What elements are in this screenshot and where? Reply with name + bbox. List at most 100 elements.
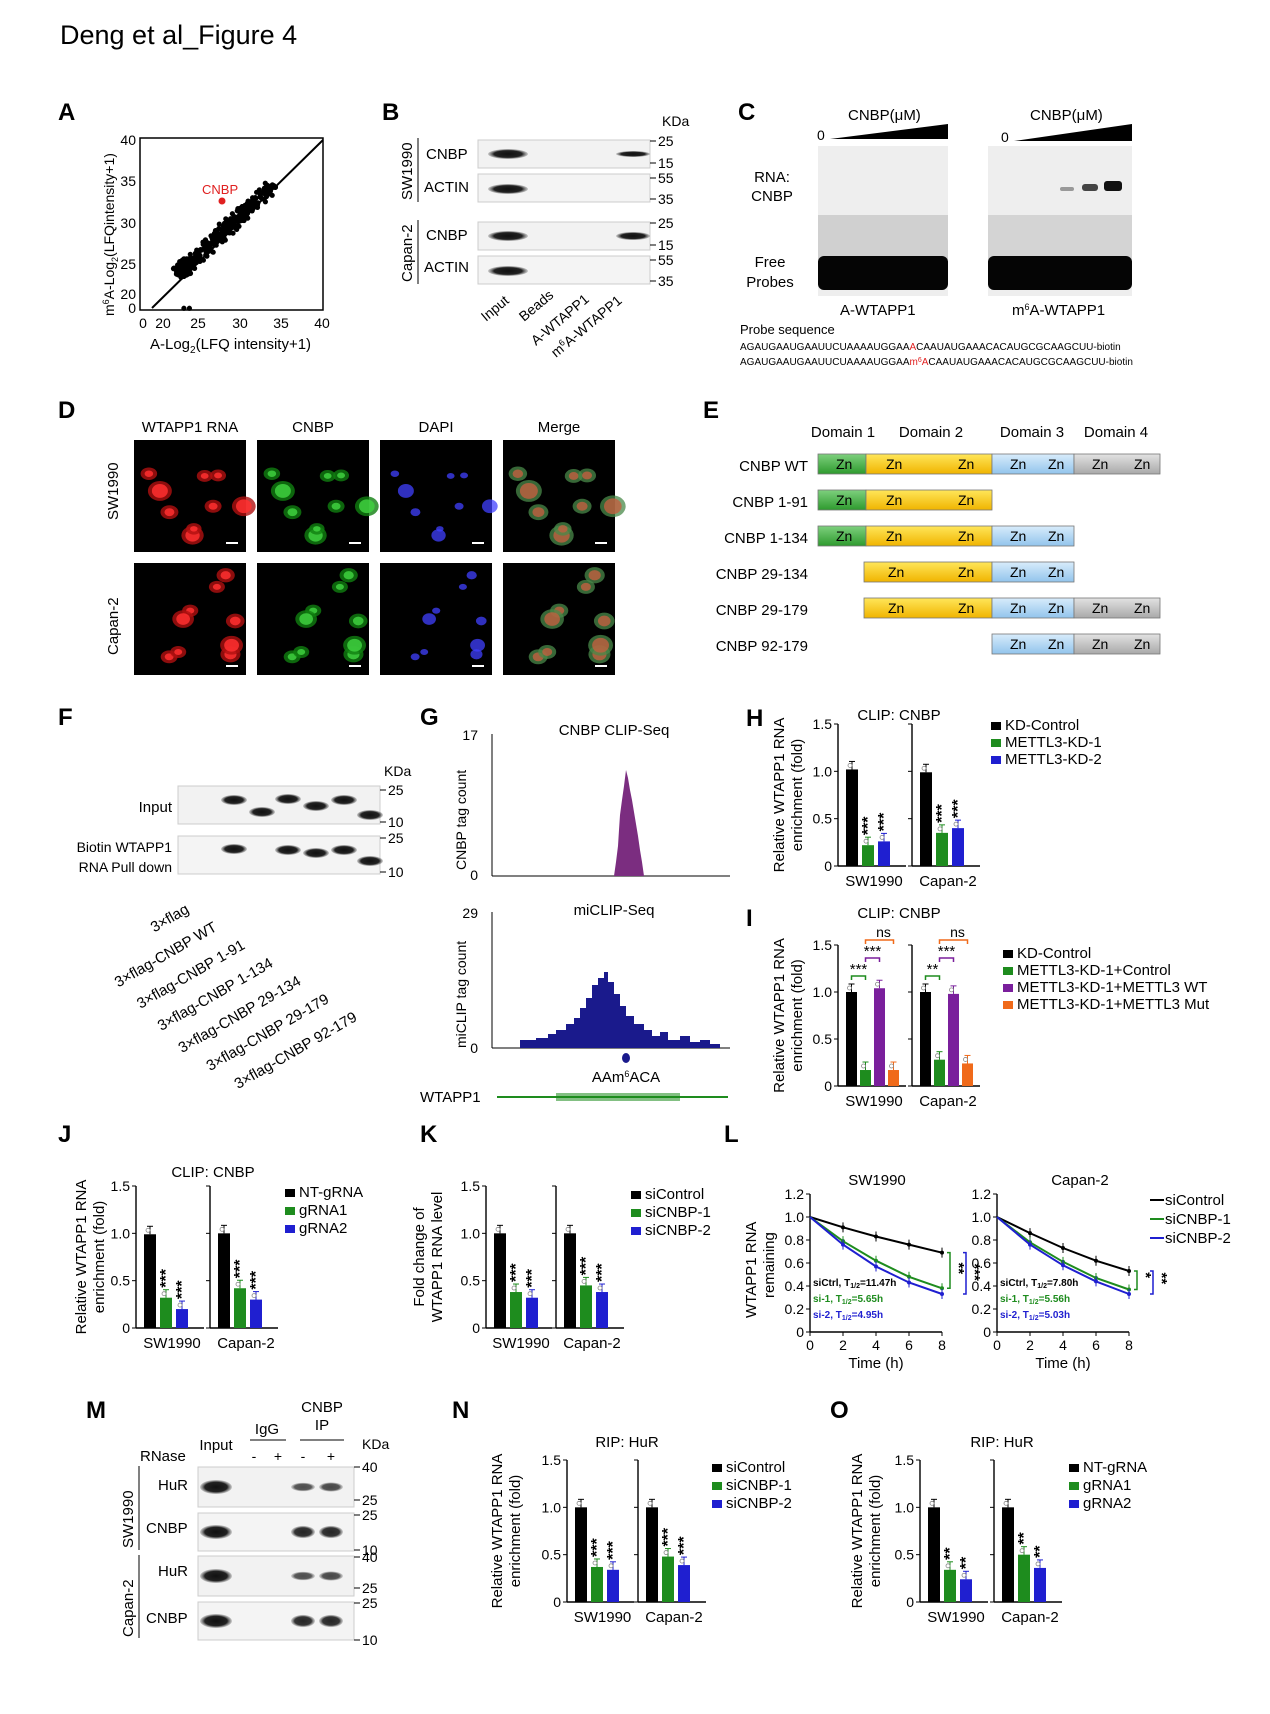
legend-label: siCNBP-2	[645, 1222, 711, 1239]
panel-letter-f: F	[58, 704, 73, 731]
y-tick-label: 1.5	[895, 1452, 915, 1468]
cell	[164, 508, 175, 517]
zn-finger: Zn	[958, 600, 974, 616]
construct-label: CNBP WT	[739, 458, 808, 475]
band	[357, 856, 383, 866]
y-tick-label: 1.5	[813, 716, 833, 732]
f-kda: KDa	[384, 763, 411, 779]
sig-stars: ***	[860, 816, 877, 835]
sign: -	[301, 1448, 306, 1464]
scatter-point	[187, 251, 193, 257]
zn-finger: Zn	[1010, 456, 1026, 472]
legend-label: gRNA1	[1083, 1477, 1131, 1494]
bar	[1002, 1507, 1014, 1602]
m-row-labels: HuR CNBP HuR CNBP	[146, 1477, 188, 1627]
m-bands	[200, 1480, 343, 1628]
legend-label: gRNA1	[299, 1202, 347, 1219]
group-label: SW1990	[927, 1609, 985, 1626]
sig-bracket	[1134, 1270, 1138, 1291]
cell	[544, 612, 560, 626]
half-life-label: si-2, T1/2=4.95h	[813, 1310, 883, 1322]
c-cnbp-label: CNBP	[751, 188, 793, 205]
sig-stars: ***	[950, 799, 967, 818]
band	[291, 1571, 315, 1581]
y-tick-label: 0.8	[972, 1232, 992, 1248]
b-row-labels: CNBP ACTIN CNBP ACTIN	[424, 146, 469, 276]
sig-stars: **	[1032, 1545, 1049, 1558]
legend-swatch	[712, 1482, 722, 1490]
gel-2-shift	[1060, 187, 1074, 191]
y-tick-0: 0	[128, 300, 136, 316]
y-tick-label: 0.8	[785, 1232, 805, 1248]
band	[291, 1614, 315, 1628]
c-gradient-wedge-2	[1014, 124, 1132, 141]
data-dot	[921, 985, 926, 991]
data-dot	[527, 1291, 533, 1297]
y-tick-label: 1.0	[785, 1209, 805, 1225]
legend-label: gRNA2	[299, 1220, 347, 1237]
data-dot	[161, 1291, 167, 1297]
sig-bracket	[947, 1251, 951, 1290]
data-dot	[875, 981, 880, 987]
marker: 40	[362, 1549, 378, 1565]
y-tick-label: 0	[824, 858, 832, 874]
panel-letter-m: M	[86, 1397, 106, 1424]
band	[249, 807, 275, 817]
sig-stars: ***	[158, 1268, 175, 1287]
g-gene-label: WTAPP1	[420, 1089, 481, 1106]
scatter-point	[232, 215, 238, 221]
legend-swatch	[285, 1189, 295, 1197]
f-markers: 25 10 25 10	[380, 782, 404, 880]
legend-label: KD-Control	[1005, 717, 1079, 734]
bar	[1018, 1554, 1030, 1602]
zn-finger: Zn	[886, 456, 902, 472]
cell	[576, 501, 588, 511]
y-tick-label: 1.5	[813, 937, 833, 953]
zn-finger: Zn	[1134, 456, 1150, 472]
band	[200, 1480, 232, 1494]
cell	[174, 648, 183, 655]
cell	[519, 482, 538, 499]
sig-stars: ***	[676, 1536, 693, 1555]
y-axis-label: enrichment (fold)	[867, 1475, 884, 1588]
data-point	[907, 1274, 911, 1279]
scatter-point	[224, 218, 230, 224]
panel-letter-g: G	[420, 704, 439, 731]
bar	[580, 1285, 592, 1328]
data-dot	[235, 1281, 241, 1287]
y-tick-label: 0	[906, 1594, 914, 1610]
legend-label: siCNBP-1	[645, 1204, 711, 1221]
cell	[335, 583, 344, 590]
band	[488, 266, 528, 276]
f-lane-label: 3×flag	[148, 901, 192, 936]
a-y-label: m6A-Log2(LFQintensity+1)	[101, 153, 120, 316]
cell	[274, 483, 291, 498]
y-tick-label: 0.4	[972, 1278, 992, 1294]
marker: 35	[658, 273, 674, 289]
m-markers: 40 25 25 10 40 25 25 10	[354, 1459, 378, 1648]
y-tick-label: 1.0	[972, 1209, 992, 1225]
d-col-wtapp1: WTAPP1 RNA	[142, 419, 238, 436]
l-ylabel-1: WTAPP1 RNA	[743, 1222, 760, 1318]
bar	[596, 1292, 608, 1328]
c-seq-2: AGAUGAAUGAAUUCUAAAAUGGAAm6ACAAUAUGAAACAC…	[740, 357, 1133, 368]
l-legend-sicnbp2: siCNBP-2	[1165, 1230, 1231, 1247]
band	[221, 844, 247, 854]
cell	[144, 470, 154, 477]
cnbp-point	[218, 197, 226, 205]
legend-swatch	[285, 1207, 295, 1215]
cell	[390, 470, 400, 477]
f-bands	[221, 794, 383, 866]
bar	[607, 1569, 619, 1602]
scatter-point	[222, 237, 228, 243]
y-axis-label: Relative WTAPP1 RNA	[771, 938, 788, 1093]
cell	[176, 613, 190, 625]
cell	[267, 470, 277, 477]
data-dot	[219, 1226, 225, 1232]
zn-finger: Zn	[1010, 636, 1026, 652]
y-tick-25: 25	[120, 256, 136, 272]
cell	[331, 502, 341, 510]
l-charts: SW1990 0 0.2 0.4 0.6 0.8 1.0 1.2 0 2 4 6 8 Time (h) si…	[785, 1172, 1170, 1372]
domain-block	[991, 561, 1075, 583]
bar	[510, 1292, 522, 1328]
